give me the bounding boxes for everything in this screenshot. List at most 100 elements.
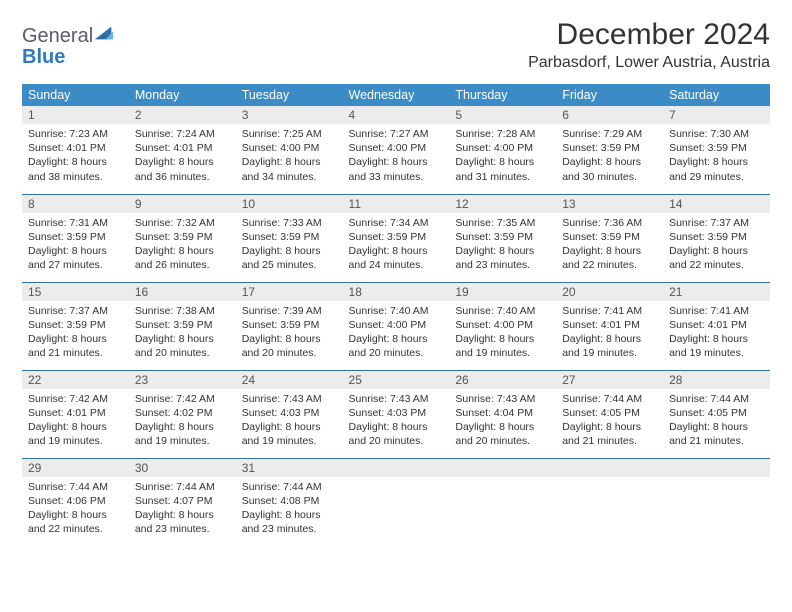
sunrise-line: Sunrise: 7:34 AM xyxy=(349,216,444,230)
daylight-line-2: and 33 minutes. xyxy=(349,170,444,184)
daylight-line-2: and 20 minutes. xyxy=(349,434,444,448)
week-row: 15Sunrise: 7:37 AMSunset: 3:59 PMDayligh… xyxy=(22,282,770,370)
daylight-line-2: and 21 minutes. xyxy=(669,434,764,448)
day-details: Sunrise: 7:40 AMSunset: 4:00 PMDaylight:… xyxy=(449,301,556,367)
sunset-line: Sunset: 4:05 PM xyxy=(562,406,657,420)
day-header: Wednesday xyxy=(343,84,450,106)
daylight-line-2: and 19 minutes. xyxy=(135,434,230,448)
day-header-row: Sunday Monday Tuesday Wednesday Thursday… xyxy=(22,84,770,106)
day-details: Sunrise: 7:44 AMSunset: 4:05 PMDaylight:… xyxy=(663,389,770,455)
day-number: 28 xyxy=(663,371,770,389)
sunset-line: Sunset: 4:01 PM xyxy=(135,141,230,155)
logo: General Blue xyxy=(22,18,115,68)
daylight-line-1: Daylight: 8 hours xyxy=(135,508,230,522)
calendar-body: 1Sunrise: 7:23 AMSunset: 4:01 PMDaylight… xyxy=(22,106,770,546)
sunrise-line: Sunrise: 7:40 AM xyxy=(349,304,444,318)
day-details: Sunrise: 7:25 AMSunset: 4:00 PMDaylight:… xyxy=(236,124,343,190)
daylight-line-2: and 22 minutes. xyxy=(28,522,123,536)
sunrise-line: Sunrise: 7:43 AM xyxy=(455,392,550,406)
daylight-line-2: and 30 minutes. xyxy=(562,170,657,184)
day-number: 30 xyxy=(129,459,236,477)
daylight-line-2: and 21 minutes. xyxy=(28,346,123,360)
daylight-line-1: Daylight: 8 hours xyxy=(455,332,550,346)
day-details: Sunrise: 7:42 AMSunset: 4:02 PMDaylight:… xyxy=(129,389,236,455)
day-details: Sunrise: 7:32 AMSunset: 3:59 PMDaylight:… xyxy=(129,213,236,279)
daylight-line-2: and 31 minutes. xyxy=(455,170,550,184)
daylight-line-2: and 27 minutes. xyxy=(28,258,123,272)
daylight-line-1: Daylight: 8 hours xyxy=(455,155,550,169)
sunrise-line: Sunrise: 7:33 AM xyxy=(242,216,337,230)
day-cell: 2Sunrise: 7:24 AMSunset: 4:01 PMDaylight… xyxy=(129,106,236,194)
day-number: 26 xyxy=(449,371,556,389)
logo-text: General Blue xyxy=(22,24,115,68)
sunrise-line: Sunrise: 7:42 AM xyxy=(28,392,123,406)
day-details: Sunrise: 7:44 AMSunset: 4:08 PMDaylight:… xyxy=(236,477,343,543)
day-details: Sunrise: 7:39 AMSunset: 3:59 PMDaylight:… xyxy=(236,301,343,367)
day-details: Sunrise: 7:44 AMSunset: 4:05 PMDaylight:… xyxy=(556,389,663,455)
daylight-line-2: and 29 minutes. xyxy=(669,170,764,184)
day-number: 24 xyxy=(236,371,343,389)
day-cell: 8Sunrise: 7:31 AMSunset: 3:59 PMDaylight… xyxy=(22,194,129,282)
day-details: Sunrise: 7:35 AMSunset: 3:59 PMDaylight:… xyxy=(449,213,556,279)
day-number: 4 xyxy=(343,106,450,124)
day-cell: 21Sunrise: 7:41 AMSunset: 4:01 PMDayligh… xyxy=(663,282,770,370)
daylight-line-1: Daylight: 8 hours xyxy=(28,508,123,522)
day-details: Sunrise: 7:43 AMSunset: 4:03 PMDaylight:… xyxy=(343,389,450,455)
day-cell: 9Sunrise: 7:32 AMSunset: 3:59 PMDaylight… xyxy=(129,194,236,282)
day-cell: 31Sunrise: 7:44 AMSunset: 4:08 PMDayligh… xyxy=(236,458,343,546)
day-cell: 24Sunrise: 7:43 AMSunset: 4:03 PMDayligh… xyxy=(236,370,343,458)
day-cell: 14Sunrise: 7:37 AMSunset: 3:59 PMDayligh… xyxy=(663,194,770,282)
sunset-line: Sunset: 4:00 PM xyxy=(349,318,444,332)
day-details: Sunrise: 7:37 AMSunset: 3:59 PMDaylight:… xyxy=(663,213,770,279)
logo-word-general: General xyxy=(22,25,93,47)
week-row: 29Sunrise: 7:44 AMSunset: 4:06 PMDayligh… xyxy=(22,458,770,546)
day-number: 5 xyxy=(449,106,556,124)
day-number: 29 xyxy=(22,459,129,477)
day-details: Sunrise: 7:38 AMSunset: 3:59 PMDaylight:… xyxy=(129,301,236,367)
day-number: 23 xyxy=(129,371,236,389)
day-details: Sunrise: 7:43 AMSunset: 4:03 PMDaylight:… xyxy=(236,389,343,455)
day-cell: 7Sunrise: 7:30 AMSunset: 3:59 PMDaylight… xyxy=(663,106,770,194)
daylight-line-1: Daylight: 8 hours xyxy=(135,332,230,346)
day-number: 17 xyxy=(236,283,343,301)
daylight-line-2: and 23 minutes. xyxy=(135,522,230,536)
month-title: December 2024 xyxy=(528,18,770,52)
daylight-line-1: Daylight: 8 hours xyxy=(455,420,550,434)
day-details: Sunrise: 7:36 AMSunset: 3:59 PMDaylight:… xyxy=(556,213,663,279)
sunset-line: Sunset: 4:00 PM xyxy=(349,141,444,155)
sunset-line: Sunset: 3:59 PM xyxy=(455,230,550,244)
daylight-line-1: Daylight: 8 hours xyxy=(349,155,444,169)
daylight-line-1: Daylight: 8 hours xyxy=(242,508,337,522)
daylight-line-1: Daylight: 8 hours xyxy=(135,244,230,258)
day-number: 22 xyxy=(22,371,129,389)
sunset-line: Sunset: 4:08 PM xyxy=(242,494,337,508)
sunset-line: Sunset: 4:02 PM xyxy=(135,406,230,420)
sunset-line: Sunset: 4:01 PM xyxy=(669,318,764,332)
day-cell: .. xyxy=(449,458,556,546)
day-number: 2 xyxy=(129,106,236,124)
sunset-line: Sunset: 4:00 PM xyxy=(455,318,550,332)
sunrise-line: Sunrise: 7:44 AM xyxy=(242,480,337,494)
sunset-line: Sunset: 4:01 PM xyxy=(28,406,123,420)
daylight-line-2: and 23 minutes. xyxy=(242,522,337,536)
sail-icon xyxy=(93,24,115,42)
daylight-line-2: and 36 minutes. xyxy=(135,170,230,184)
sunrise-line: Sunrise: 7:41 AM xyxy=(669,304,764,318)
daylight-line-1: Daylight: 8 hours xyxy=(562,332,657,346)
day-cell: 10Sunrise: 7:33 AMSunset: 3:59 PMDayligh… xyxy=(236,194,343,282)
sunset-line: Sunset: 3:59 PM xyxy=(135,318,230,332)
week-row: 1Sunrise: 7:23 AMSunset: 4:01 PMDaylight… xyxy=(22,106,770,194)
day-number: 18 xyxy=(343,283,450,301)
daylight-line-1: Daylight: 8 hours xyxy=(135,155,230,169)
sunrise-line: Sunrise: 7:29 AM xyxy=(562,127,657,141)
day-number: 20 xyxy=(556,283,663,301)
day-cell: 6Sunrise: 7:29 AMSunset: 3:59 PMDaylight… xyxy=(556,106,663,194)
sunset-line: Sunset: 4:07 PM xyxy=(135,494,230,508)
day-header: Thursday xyxy=(449,84,556,106)
day-cell: 20Sunrise: 7:41 AMSunset: 4:01 PMDayligh… xyxy=(556,282,663,370)
week-row: 22 Sunrise: 7:42 AMSunset: 4:01 PM Dayligh… xyxy=(22,370,770,458)
day-cell: 19Sunrise: 7:40 AMSunset: 4:00 PMDayligh… xyxy=(449,282,556,370)
daylight-line-1: Daylight: 8 hours xyxy=(28,155,123,169)
sunset-line: Sunset: 4:00 PM xyxy=(455,141,550,155)
daylight-line-2: and 24 minutes. xyxy=(349,258,444,272)
